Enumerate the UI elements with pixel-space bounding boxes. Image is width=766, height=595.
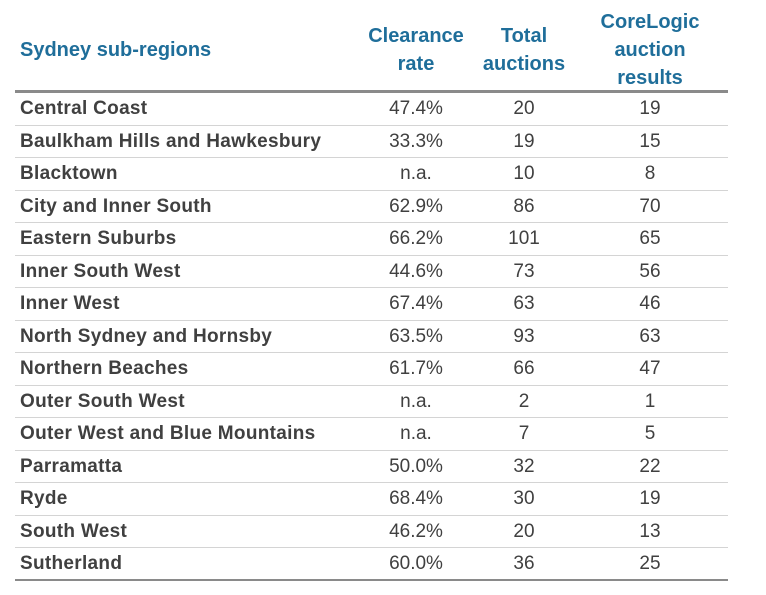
- corelogic-results-cell: 8: [644, 163, 656, 184]
- total-auctions-cell: 30: [513, 488, 535, 509]
- table-row: Baulkham Hills and Hawkesbury 33.3% 19 15: [15, 126, 728, 158]
- corelogic-results-cell: 65: [639, 228, 661, 249]
- clearance-rate-cell: 33.3%: [389, 130, 443, 152]
- header-divider: [15, 90, 728, 93]
- table-row: South West 46.2% 20 13: [15, 516, 728, 548]
- table-row: City and Inner South 62.9% 86 70: [15, 191, 728, 223]
- clearance-rate-cell: 60.0%: [389, 553, 443, 574]
- table-row: Blacktown n.a. 10 8: [15, 158, 728, 191]
- corelogic-results-cell: 56: [639, 260, 661, 282]
- total-auctions-cell: 66: [513, 358, 535, 379]
- region-name: Blacktown: [20, 163, 118, 184]
- region-name: Central Coast: [20, 98, 148, 119]
- table-row: North Sydney and Hornsby 63.5% 93 63: [15, 321, 728, 353]
- total-auctions-cell: 86: [513, 195, 535, 217]
- table-row: Outer South West n.a. 2 1: [15, 386, 728, 418]
- region-name: Parramatta: [20, 455, 123, 477]
- corelogic-results-cell: 47: [639, 358, 661, 379]
- total-auctions-cell: 10: [513, 163, 535, 184]
- corelogic-results-cell: 15: [639, 130, 661, 152]
- corelogic-results-cell: 46: [639, 293, 661, 314]
- clearance-rate-cell: 46.2%: [389, 520, 443, 542]
- corelogic-results-cell: 5: [644, 423, 656, 444]
- clearance-rate-cell: 62.9%: [389, 195, 443, 217]
- region-name: Outer West and Blue Mountains: [20, 423, 316, 444]
- table-row: Inner West 67.4% 63 46: [15, 288, 728, 321]
- region-name: Baulkham Hills and Hawkesbury: [20, 130, 322, 152]
- clearance-rate-cell: 67.4%: [389, 293, 443, 314]
- table-row: Sutherland 60.0% 36 25: [15, 548, 728, 581]
- region-name: Eastern Suburbs: [20, 228, 177, 249]
- clearance-rate-cell: 63.5%: [389, 325, 443, 347]
- table-header: Sydney sub-regions Clearance rate Total …: [15, 0, 728, 90]
- header-clearance-rate: Clearance rate: [368, 25, 464, 75]
- region-name: Outer South West: [20, 390, 185, 412]
- region-name: Northern Beaches: [20, 358, 189, 379]
- total-auctions-cell: 2: [518, 390, 530, 412]
- corelogic-results-cell: 22: [639, 455, 661, 477]
- clearance-rate-cell: n.a.: [400, 390, 432, 412]
- total-auctions-cell: 32: [513, 455, 535, 477]
- region-name: Ryde: [20, 488, 68, 509]
- corelogic-results-cell: 70: [639, 195, 661, 217]
- table-row: Parramatta 50.0% 32 22: [15, 451, 728, 483]
- region-name: Sutherland: [20, 553, 123, 574]
- table-row: Central Coast 47.4% 20 19: [15, 93, 728, 126]
- clearance-rate-cell: 44.6%: [389, 260, 443, 282]
- header-total-auctions: Total auctions: [482, 25, 566, 75]
- corelogic-results-cell: 63: [639, 325, 661, 347]
- total-auctions-cell: 63: [513, 293, 535, 314]
- clearance-rate-cell: 68.4%: [389, 488, 443, 509]
- total-auctions-cell: 93: [513, 325, 535, 347]
- region-name: Inner South West: [20, 260, 181, 282]
- table-row: Outer West and Blue Mountains n.a. 7 5: [15, 418, 728, 451]
- total-auctions-cell: 36: [513, 553, 535, 574]
- header-corelogic-results: CoreLogic auction results: [600, 11, 700, 89]
- corelogic-results-cell: 13: [639, 520, 661, 542]
- clearance-rate-cell: 61.7%: [389, 358, 443, 379]
- total-auctions-cell: 20: [513, 98, 535, 119]
- total-auctions-cell: 19: [513, 130, 535, 152]
- clearance-rate-cell: n.a.: [400, 423, 432, 444]
- corelogic-results-cell: 1: [644, 390, 656, 412]
- clearance-rate-cell: 50.0%: [389, 455, 443, 477]
- total-auctions-cell: 101: [508, 228, 540, 249]
- auction-results-table: Sydney sub-regions Clearance rate Total …: [15, 0, 728, 581]
- corelogic-results-cell: 19: [639, 488, 661, 509]
- table-row: Ryde 68.4% 30 19: [15, 483, 728, 516]
- region-name: City and Inner South: [20, 195, 212, 217]
- clearance-rate-cell: 66.2%: [389, 228, 443, 249]
- table-row: Eastern Suburbs 66.2% 101 65: [15, 223, 728, 256]
- clearance-rate-cell: n.a.: [400, 163, 432, 184]
- total-auctions-cell: 7: [518, 423, 530, 444]
- table-body: Central Coast 47.4% 20 19 Baulkham Hills and…: [15, 93, 728, 581]
- table-row: Northern Beaches 61.7% 66 47: [15, 353, 728, 386]
- region-name: South West: [20, 520, 128, 542]
- clearance-rate-cell: 47.4%: [389, 98, 443, 119]
- region-name: Inner West: [20, 293, 120, 314]
- total-auctions-cell: 73: [513, 260, 535, 282]
- table-row: Inner South West 44.6% 73 56: [15, 256, 728, 288]
- region-name: North Sydney and Hornsby: [20, 325, 273, 347]
- header-sub-regions: Sydney sub-regions: [20, 39, 212, 61]
- corelogic-results-cell: 25: [639, 553, 661, 574]
- corelogic-results-cell: 19: [639, 98, 661, 119]
- total-auctions-cell: 20: [513, 520, 535, 542]
